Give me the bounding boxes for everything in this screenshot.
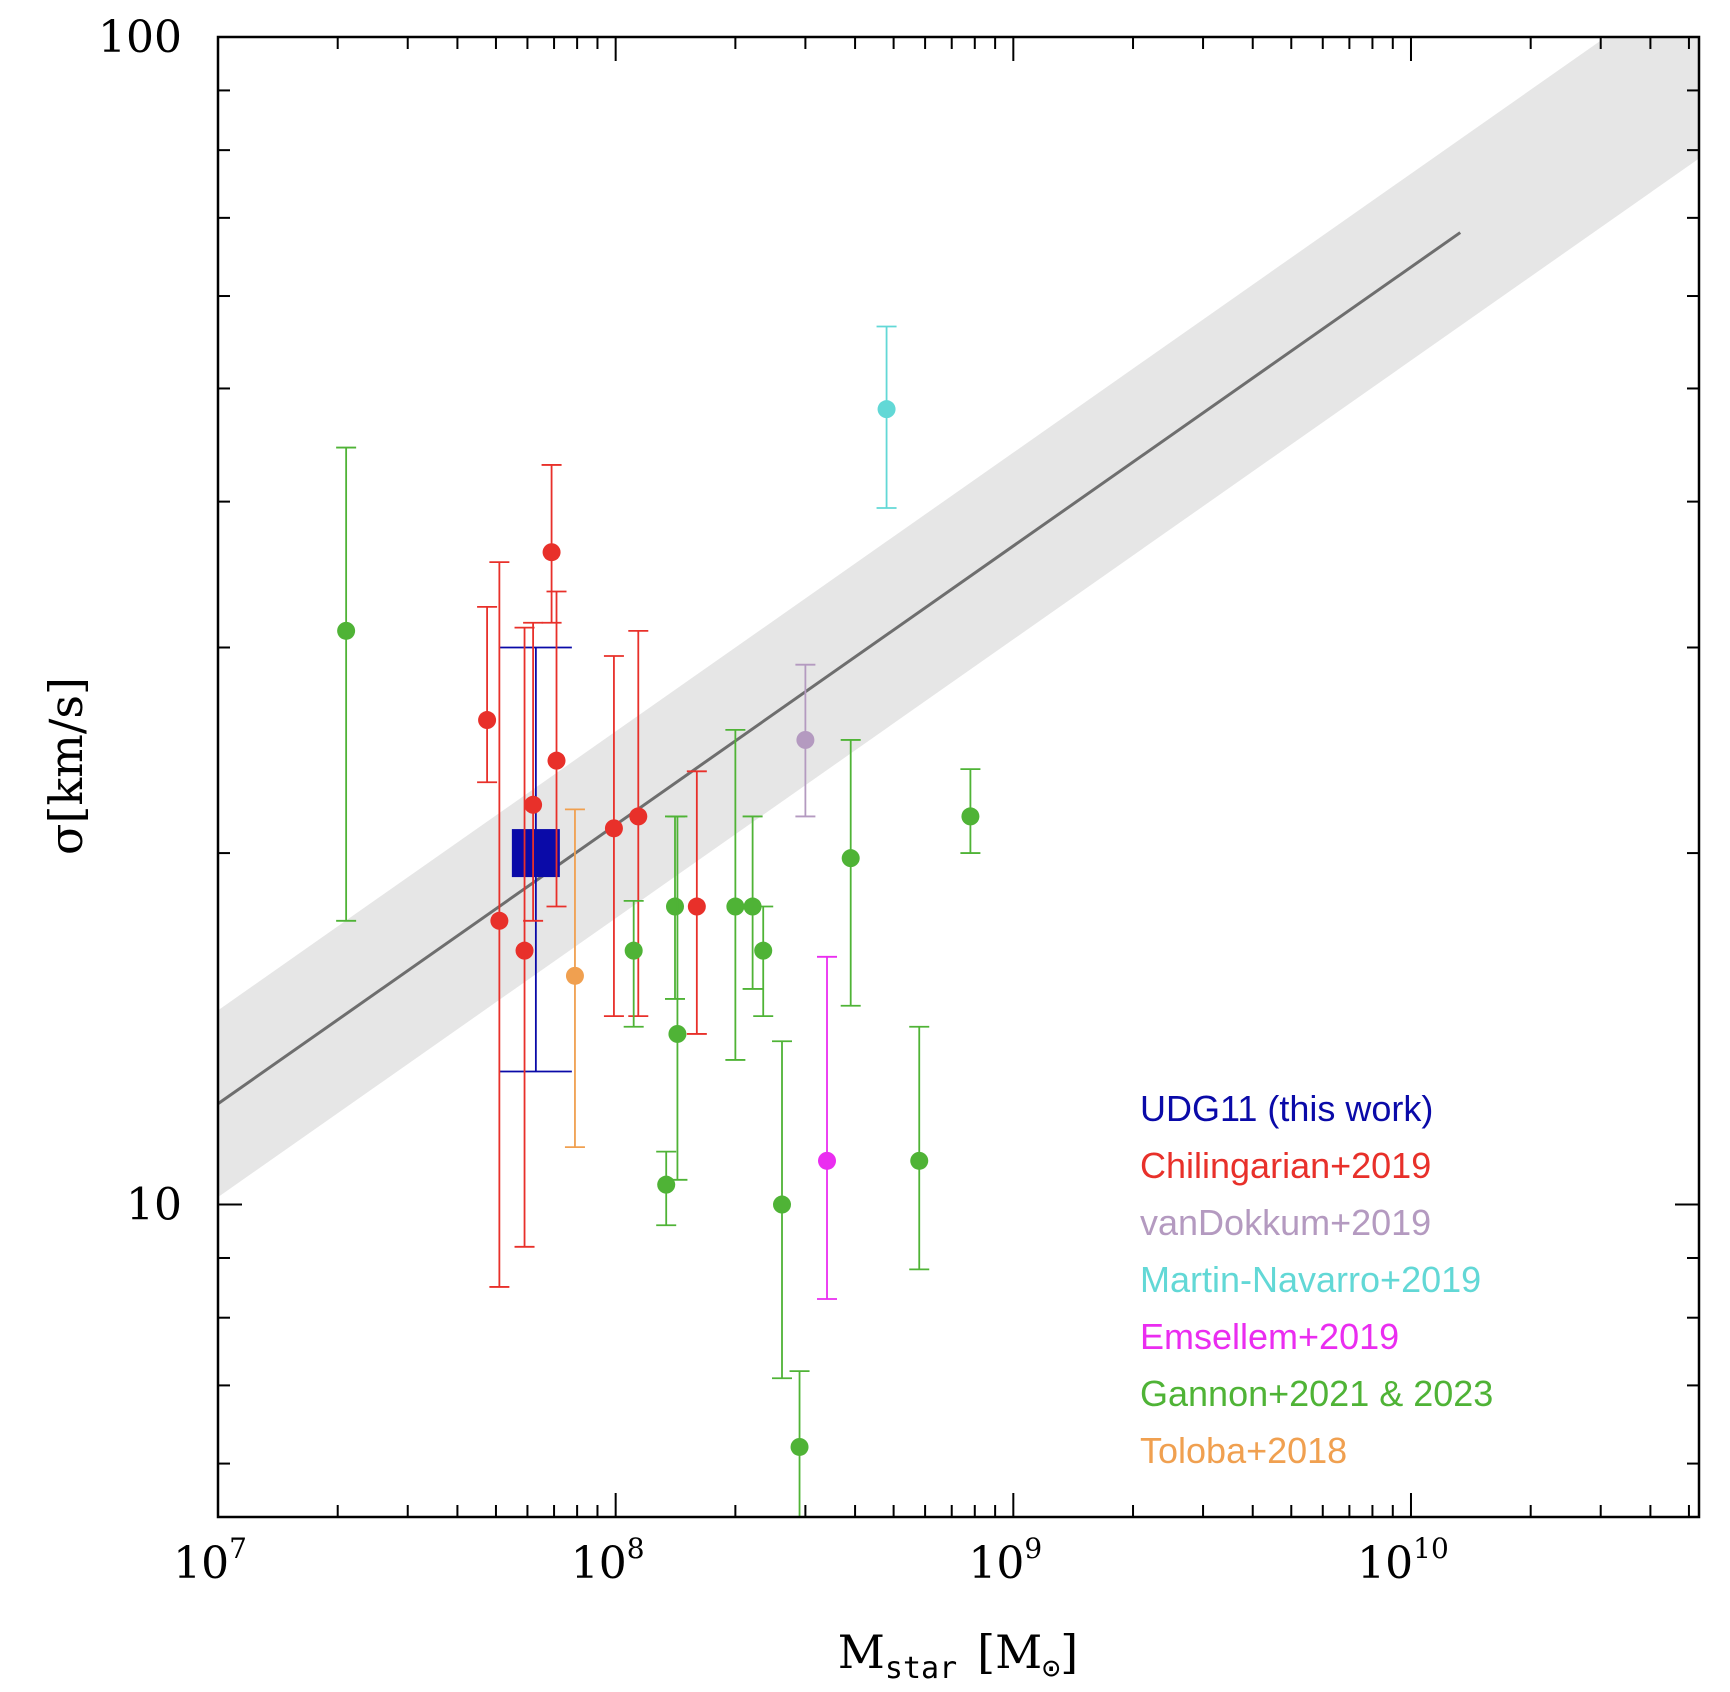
data-point: [796, 730, 815, 749]
x-tick-label: 1010: [1357, 1532, 1449, 1589]
legend-entry: Toloba+2018: [1140, 1430, 1347, 1471]
data-point: [542, 543, 561, 562]
data-point: [726, 897, 745, 916]
data-point: [668, 1024, 687, 1043]
data-point: [547, 751, 566, 770]
data-point: [665, 897, 684, 916]
y-axis-label: σ[km/s]: [39, 677, 93, 855]
data-points-layer: [336, 325, 981, 1517]
axis-ticks: [217, 36, 1699, 1517]
data-point: [818, 1151, 837, 1170]
legend-entry: vanDokkum+2019: [1140, 1202, 1431, 1243]
series-2: [795, 663, 816, 818]
data-point: [657, 1175, 676, 1194]
legend-entry: Martin-Navarro+2019: [1140, 1259, 1481, 1300]
data-point: [687, 897, 706, 916]
data-point: [743, 897, 762, 916]
mass-sigma-relation-line: [218, 231, 1462, 1105]
series-5: [336, 446, 981, 1517]
data-point: [565, 966, 584, 985]
data-point: [490, 911, 509, 930]
x-tick-label: 107: [173, 1532, 247, 1589]
data-point: [624, 941, 643, 960]
y-tick-label: 100: [98, 12, 182, 63]
plot-frame: [216, 35, 1701, 1519]
data-point: [961, 807, 980, 826]
legend: UDG11 (this work) Chilingarian+2019 vanDok…: [1140, 1088, 1493, 1471]
x-axis-label: Mstar [M⊙]: [838, 1625, 1078, 1686]
data-point: [524, 795, 543, 814]
y-tick-label: 10: [126, 1180, 182, 1231]
series-6: [564, 808, 585, 1148]
data-point: [910, 1151, 929, 1170]
series-4: [817, 955, 838, 1300]
legend-entry: Emsellem+2019: [1140, 1316, 1399, 1357]
x-tick-label: 108: [571, 1532, 645, 1589]
series-3: [876, 325, 897, 509]
data-point: [754, 941, 773, 960]
legend-entry: Chilingarian+2019: [1140, 1145, 1431, 1186]
scatter-band: [218, 37, 1699, 1198]
data-point: [629, 807, 648, 826]
data-point: [604, 819, 623, 838]
data-point-square: [511, 829, 560, 878]
legend-entry: Gannon+2021 & 2023: [1140, 1373, 1493, 1414]
data-point: [337, 621, 356, 640]
legend-entry: UDG11 (this work): [1140, 1088, 1433, 1129]
data-point: [773, 1195, 792, 1214]
y-tick-labels: 10 100: [98, 12, 182, 1231]
series-1: [477, 464, 707, 1288]
data-point: [790, 1437, 809, 1456]
relation-layer: [218, 37, 1699, 1198]
data-point: [515, 941, 534, 960]
series-0: [499, 646, 572, 1073]
data-point: [841, 849, 860, 868]
data-point: [478, 711, 497, 730]
x-tick-label: 109: [968, 1532, 1042, 1589]
data-point: [877, 400, 896, 419]
x-tick-labels: 107 108 109 1010: [173, 1532, 1449, 1589]
